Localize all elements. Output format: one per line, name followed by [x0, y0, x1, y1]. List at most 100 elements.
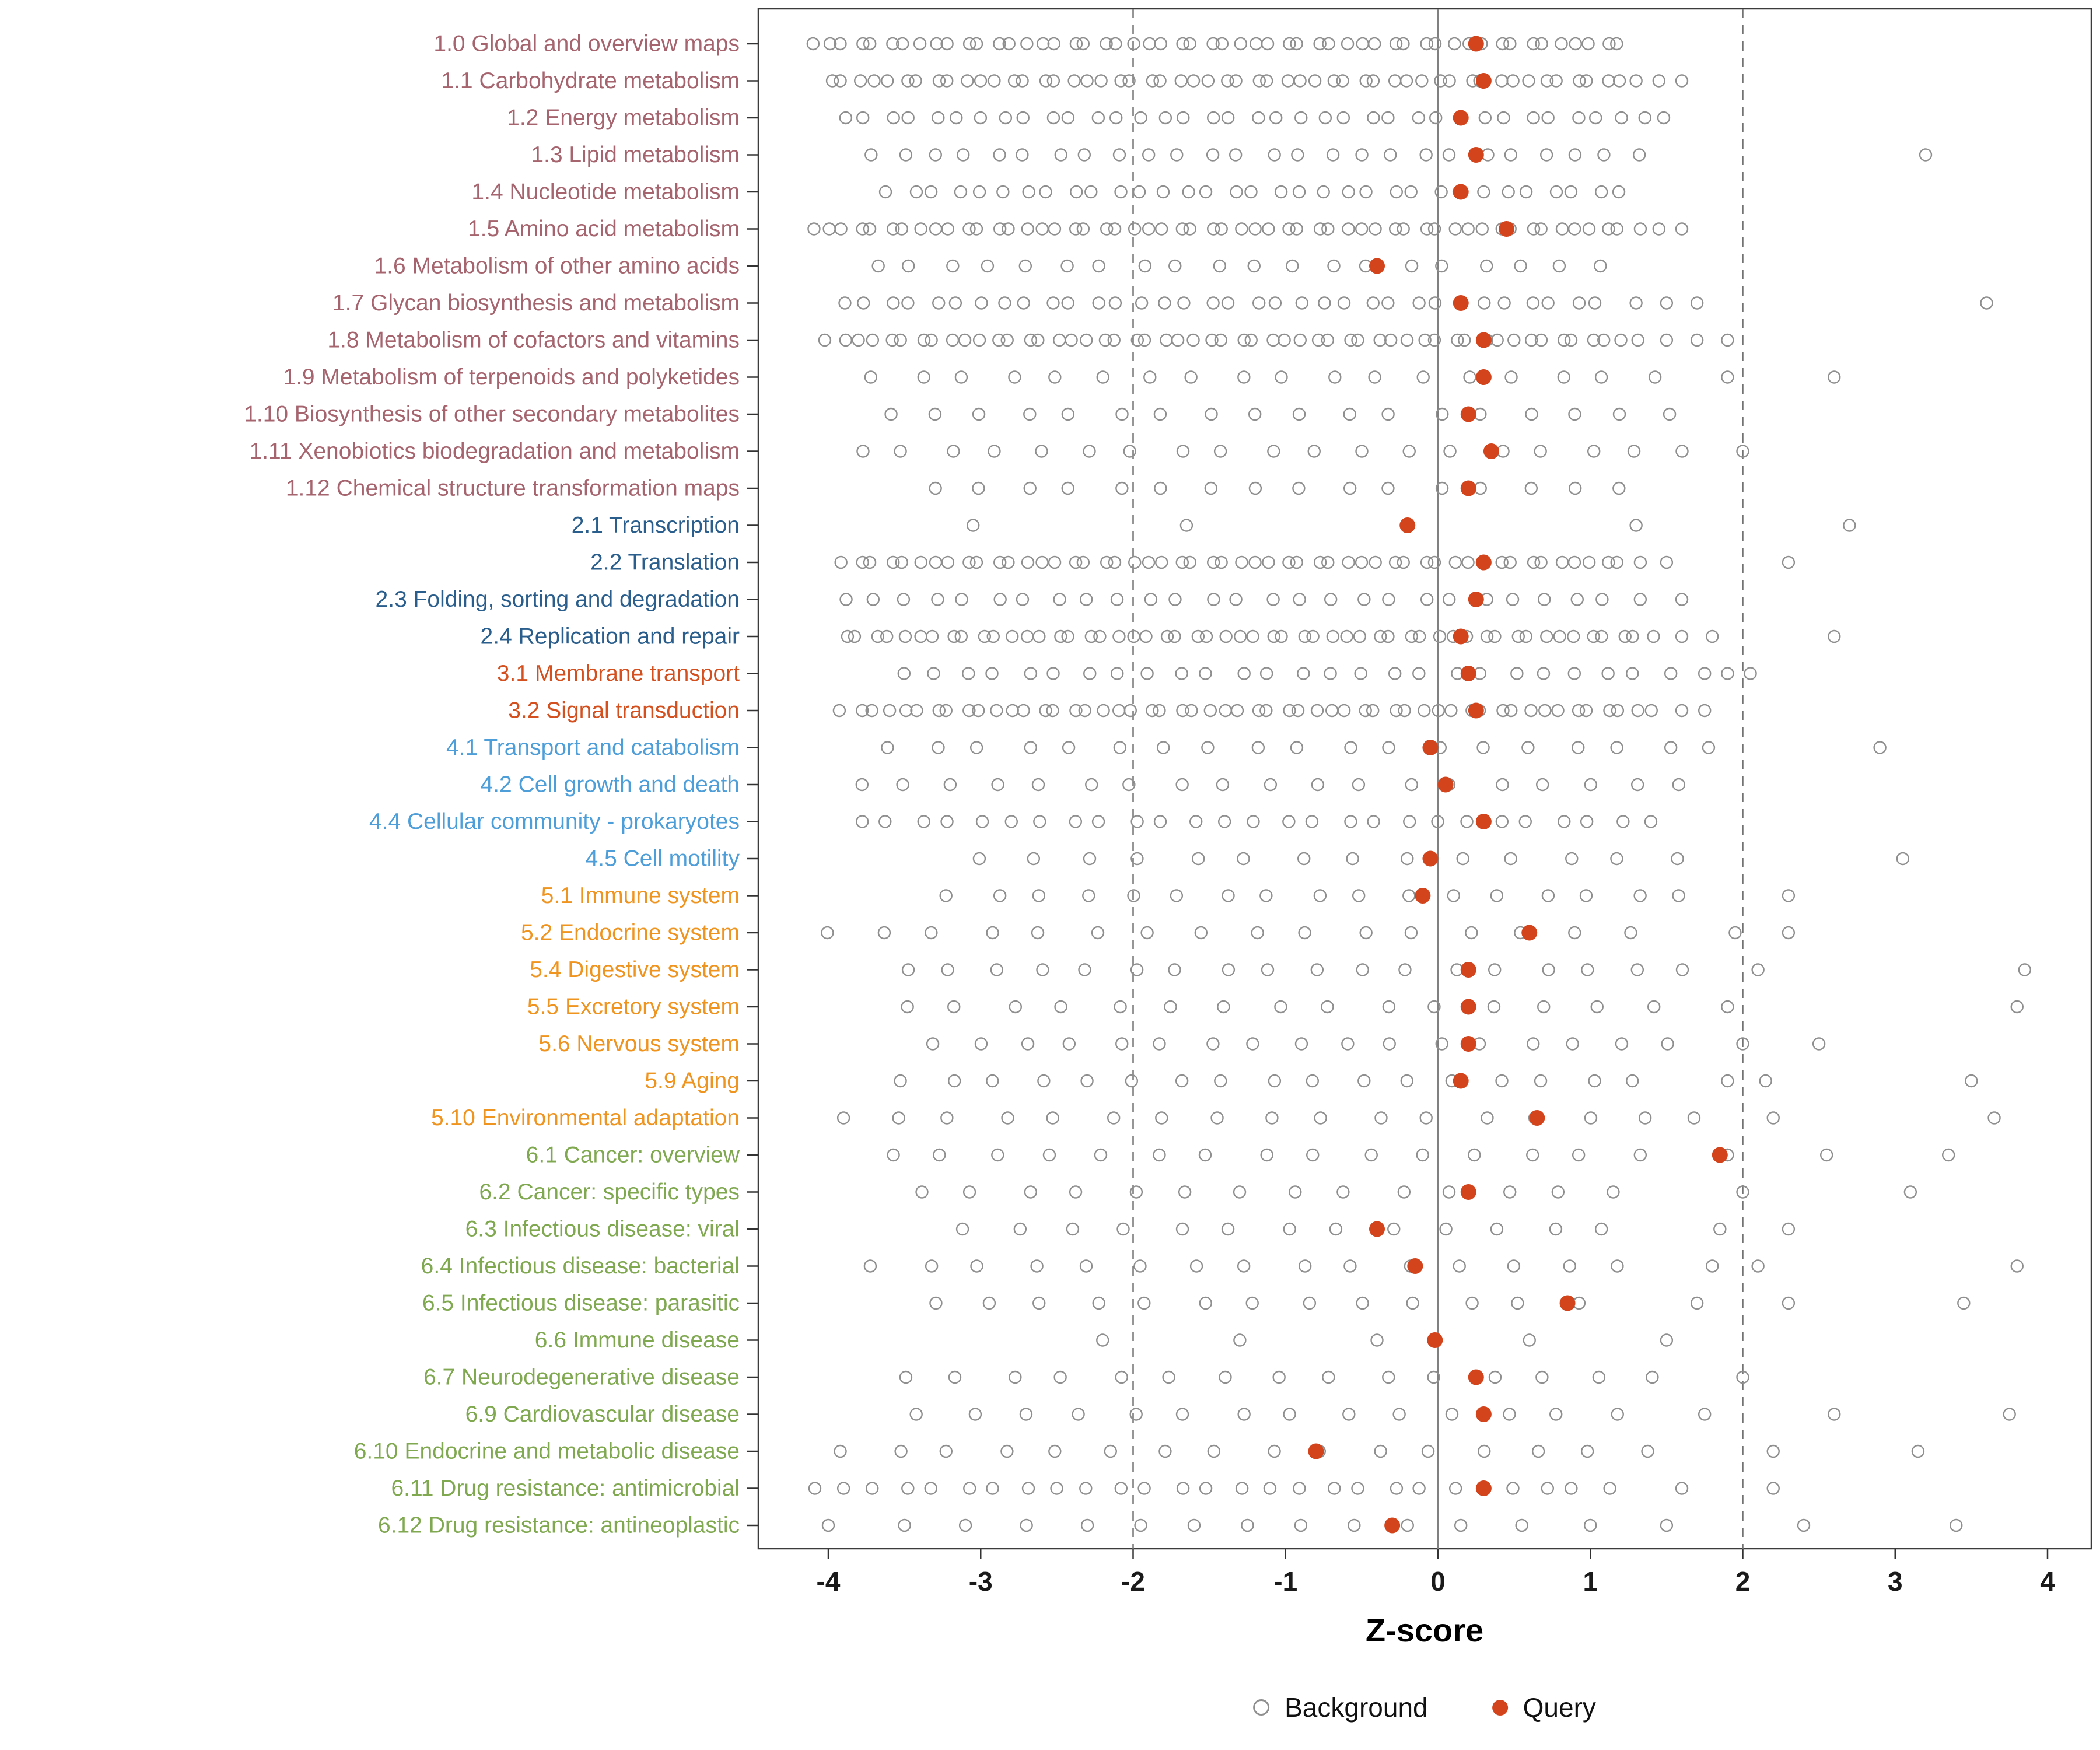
background-point [1206, 1037, 1220, 1051]
background-point [1153, 407, 1167, 421]
background-point [1306, 629, 1320, 643]
background-point [1490, 1222, 1504, 1236]
background-point [1478, 296, 1491, 310]
background-point [1941, 1148, 1955, 1162]
background-point [1114, 185, 1128, 199]
category-label: 6.6 Immune disease [535, 1328, 740, 1353]
background-point [1153, 74, 1167, 88]
background-point [1128, 222, 1142, 236]
background-point [1247, 259, 1261, 273]
background-point [1182, 185, 1195, 199]
background-point [1154, 481, 1167, 495]
background-point [1262, 222, 1275, 236]
background-point [894, 1444, 908, 1458]
background-point [834, 74, 847, 88]
background-point [1535, 37, 1548, 51]
background-point [1527, 1037, 1540, 1051]
background-point [1206, 37, 1220, 51]
background-point [972, 704, 985, 718]
background-point [1321, 555, 1335, 569]
background-point [1594, 185, 1608, 199]
background-point [993, 37, 1006, 51]
background-point [1267, 629, 1280, 643]
background-point [1282, 555, 1296, 569]
background-point [933, 1148, 946, 1162]
category-label: 5.2 Endocrine system [521, 921, 740, 946]
background-point [1461, 222, 1475, 236]
category-label: 2.3 Folding, sorting and degradation [376, 587, 740, 612]
background-point [1366, 704, 1380, 718]
background-point [1097, 704, 1110, 718]
background-point [1405, 629, 1419, 643]
background-point [1534, 1074, 1548, 1088]
background-point [1522, 1334, 1536, 1347]
background-point [1293, 1482, 1306, 1495]
background-point [1442, 593, 1456, 606]
background-point [1497, 296, 1511, 310]
background-point [836, 1482, 850, 1495]
category-label: 1.12 Chemical structure transformation m… [286, 476, 740, 501]
background-point [1382, 1037, 1396, 1051]
background-point [1487, 1000, 1501, 1014]
background-point [1061, 111, 1075, 125]
background-point [1140, 926, 1154, 940]
background-point [1098, 333, 1112, 347]
background-point [1357, 1074, 1371, 1088]
category-label: 6.1 Cancer: overview [526, 1143, 740, 1168]
background-point [856, 222, 869, 236]
background-point [1396, 37, 1410, 51]
background-point [1535, 1370, 1549, 1384]
category-label: 2.4 Replication and repair [481, 624, 740, 649]
background-point [1354, 667, 1367, 680]
background-point [1295, 296, 1309, 310]
background-point [1069, 704, 1083, 718]
background-point [1432, 704, 1445, 718]
background-point [1597, 148, 1611, 162]
background-point [1538, 593, 1551, 606]
background-point [1252, 111, 1265, 125]
background-point [1567, 555, 1581, 569]
background-point [895, 555, 908, 569]
background-point [1626, 629, 1639, 643]
background-point [1294, 1037, 1308, 1051]
background-point [1328, 370, 1342, 384]
background-point [1269, 111, 1283, 125]
background-point [881, 741, 894, 754]
background-point [1069, 37, 1083, 51]
background-point [1551, 1185, 1565, 1199]
background-point [1144, 593, 1158, 606]
background-point [1355, 444, 1368, 458]
background-point [1268, 1444, 1281, 1458]
background-point [1965, 1074, 1978, 1088]
background-point [1495, 555, 1508, 569]
background-point [1587, 444, 1601, 458]
background-point [872, 259, 885, 273]
background-point [924, 1482, 937, 1495]
background-point [1129, 1185, 1143, 1199]
background-point [1164, 1000, 1177, 1014]
background-point [915, 1185, 929, 1199]
query-point [1452, 1073, 1469, 1089]
background-point [832, 704, 846, 718]
background-point [1138, 259, 1152, 273]
background-point [856, 444, 870, 458]
category-label: 5.9 Aging [645, 1069, 740, 1094]
background-point [1661, 1037, 1674, 1051]
background-point [1615, 1037, 1629, 1051]
background-point [1340, 37, 1354, 51]
background-point [1342, 185, 1355, 199]
background-point [1130, 963, 1144, 977]
background-point [1046, 704, 1059, 718]
background-point [1176, 37, 1189, 51]
background-point [1412, 296, 1426, 310]
background-point [1552, 259, 1566, 273]
background-point [895, 222, 909, 236]
background-point [1648, 370, 1662, 384]
background-point [1138, 1296, 1151, 1310]
background-point [1460, 815, 1474, 828]
background-point [1158, 1444, 1172, 1458]
background-point [839, 111, 853, 125]
background-point [1507, 333, 1521, 347]
background-point [1229, 593, 1242, 606]
background-point [1348, 1518, 1361, 1532]
